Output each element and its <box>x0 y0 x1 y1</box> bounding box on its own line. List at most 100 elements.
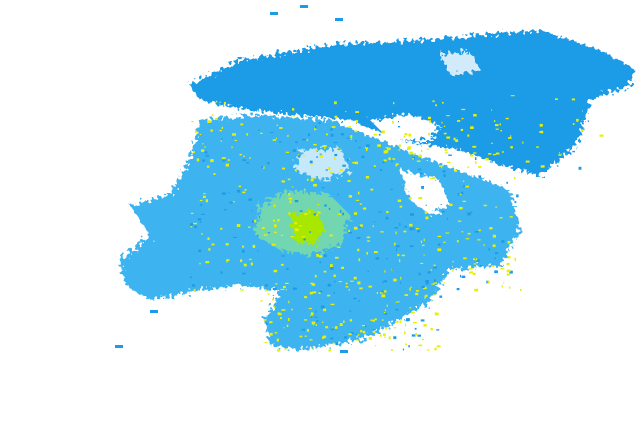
echo-speckle <box>242 191 246 194</box>
isolated-echo-cell <box>270 12 278 15</box>
echo-speckle <box>380 231 384 233</box>
echo-speckle <box>510 146 513 149</box>
echo-speckle <box>306 139 309 141</box>
echo-speckle <box>428 307 430 309</box>
echo-speckle <box>354 130 358 133</box>
echo-speckle <box>190 276 192 278</box>
echo-speckle <box>406 318 410 322</box>
echo-speckle <box>442 101 444 104</box>
echo-speckle <box>487 280 490 284</box>
echo-speckle <box>470 154 474 157</box>
echo-speckle <box>277 312 281 315</box>
echo-speckle <box>495 206 497 208</box>
echo-speckle <box>280 263 284 266</box>
echo-speckle <box>391 160 393 162</box>
echo-speckle <box>312 347 314 351</box>
echo-speckle <box>190 224 193 228</box>
echo-speckle <box>391 120 394 124</box>
echo-speckle <box>270 131 274 133</box>
echo-speckle <box>393 336 397 340</box>
echo-speckle <box>539 131 542 133</box>
echo-speckle <box>433 264 436 267</box>
echo-speckle <box>437 248 442 252</box>
echo-speckle <box>446 115 450 117</box>
echo-speckle <box>485 157 489 161</box>
echo-speckle <box>246 162 250 164</box>
echo-speckle <box>432 176 436 179</box>
echo-speckle <box>396 248 398 252</box>
echo-speckle <box>231 146 233 149</box>
echo-speckle <box>452 260 454 263</box>
echo-speckle <box>359 287 363 290</box>
echo-speckle <box>221 157 226 159</box>
echo-speckle <box>373 133 378 136</box>
echo-speckle <box>506 181 508 184</box>
echo-speckle <box>398 259 401 263</box>
echo-speckle <box>203 193 206 195</box>
echo-speckle <box>294 169 296 172</box>
echo-speckle <box>322 336 325 339</box>
echo-speckle <box>199 221 202 223</box>
echo-speckle <box>256 234 259 237</box>
echo-speckle <box>301 328 306 331</box>
echo-speckle <box>430 269 432 271</box>
echo-speckle <box>222 159 226 162</box>
echo-speckle <box>372 319 375 322</box>
echo-speckle <box>385 258 388 260</box>
echo-speckle <box>365 175 370 179</box>
echo-speckle <box>280 234 284 236</box>
echo-speckle <box>276 338 279 342</box>
echo-speckle <box>345 282 348 285</box>
echo-speckle <box>461 275 466 278</box>
echo-speckle <box>506 273 511 276</box>
echo-speckle <box>408 133 412 137</box>
echo-speckle <box>409 227 413 231</box>
echo-speckle <box>334 256 339 259</box>
echo-speckle <box>483 244 485 247</box>
echo-speckle <box>239 153 242 156</box>
echo-speckle <box>502 150 504 153</box>
echo-speckle <box>279 317 282 320</box>
echo-speckle <box>323 254 327 257</box>
echo-speckle <box>576 118 579 122</box>
echo-speckle <box>281 180 285 183</box>
echo-speckle <box>196 158 200 162</box>
echo-speckle <box>425 294 428 297</box>
echo-speckle <box>432 100 435 103</box>
echo-speckle <box>444 152 449 154</box>
echo-speckle <box>304 213 308 215</box>
echo-speckle <box>301 236 306 238</box>
echo-speckle <box>272 298 275 301</box>
echo-speckle <box>348 195 353 198</box>
echo-speckle <box>330 171 333 174</box>
echo-speckle <box>362 207 365 209</box>
echo-speckle <box>334 153 338 157</box>
echo-speckle <box>318 292 321 295</box>
echo-speckle <box>277 349 281 352</box>
echo-speckle <box>418 154 422 158</box>
echo-speckle <box>379 292 383 294</box>
echo-speckle <box>478 175 482 179</box>
echo-speckle <box>345 286 349 288</box>
echo-speckle <box>510 135 512 138</box>
echo-speckle <box>355 333 357 336</box>
echo-speckle <box>426 349 430 351</box>
echo-speckle <box>381 319 384 321</box>
echo-speckle <box>208 248 211 251</box>
echo-speckle <box>373 165 376 168</box>
echo-speckle <box>437 235 442 238</box>
echo-speckle <box>398 144 402 147</box>
echo-speckle <box>193 222 197 225</box>
echo-speckle <box>418 196 423 200</box>
echo-speckle <box>313 183 317 187</box>
echo-gap <box>370 115 440 140</box>
echo-speckle <box>381 294 386 298</box>
echo-speckle <box>400 276 402 280</box>
echo-speckle <box>425 216 429 220</box>
echo-speckle <box>399 281 402 284</box>
echo-speckle <box>350 332 354 334</box>
echo-speckle <box>310 312 314 316</box>
echo-speckle <box>446 136 451 139</box>
echo-speckle <box>500 146 505 150</box>
echo-speckle <box>303 238 306 241</box>
